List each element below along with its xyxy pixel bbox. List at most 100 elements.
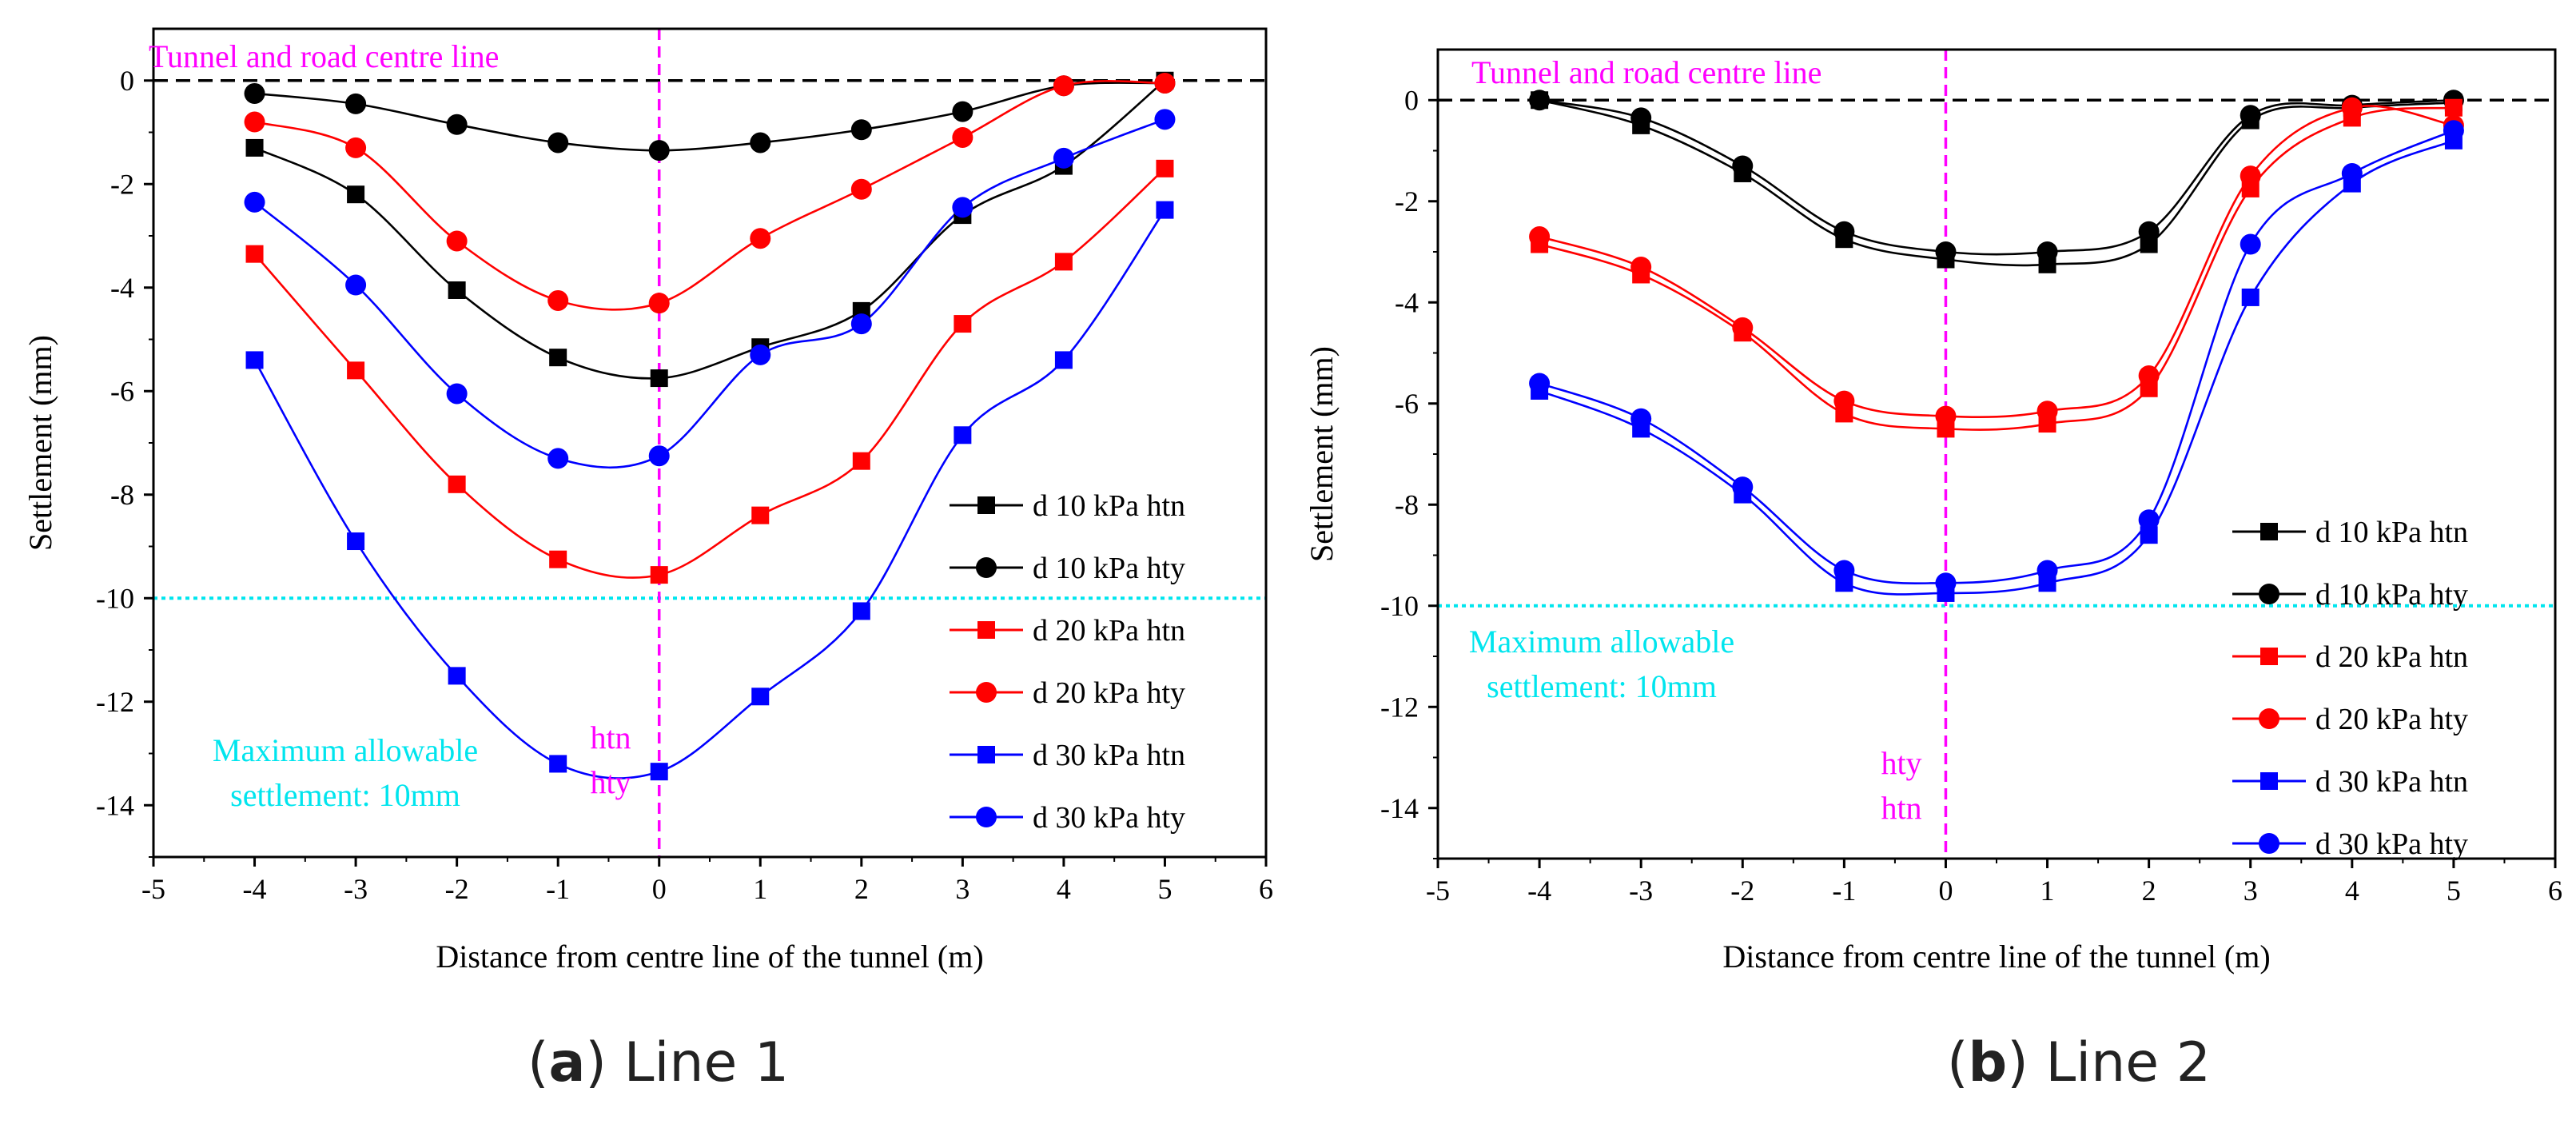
centre-tag-a-0: htn xyxy=(590,719,631,755)
series-curve-a-4 xyxy=(253,209,1166,779)
data-point-a-4-9 xyxy=(1156,201,1174,219)
legend-marker-b-0 xyxy=(2260,523,2278,540)
legend-label-a-5: d 30 kPa hty xyxy=(1033,801,1185,835)
data-point-a-5-4 xyxy=(648,445,670,467)
x-tick-label-a-5: 0 xyxy=(652,873,667,905)
data-point-a-5-9 xyxy=(1154,109,1176,130)
legend-label-b-3: d 20 kPa hty xyxy=(2315,703,2468,736)
x-tick-label-a-11: 6 xyxy=(1259,873,1273,905)
data-point-a-0-3 xyxy=(549,349,567,367)
data-point-b-1-6 xyxy=(2138,221,2160,242)
series-curve-b-0 xyxy=(1539,98,2454,267)
data-point-b-1-0 xyxy=(1529,90,1551,111)
legend-marker-b-3 xyxy=(2259,708,2279,729)
data-point-a-4-8 xyxy=(1054,351,1073,369)
y-tick-label-a-3: -6 xyxy=(110,375,134,407)
data-point-a-4-2 xyxy=(448,667,466,685)
x-axis-title-a: Distance from centre line of the tunnel … xyxy=(436,939,983,975)
data-point-a-3-4 xyxy=(648,293,670,314)
chart-panel-a: -5 -4 -3 -2 -1 0 1 2 3 4 5 60-2-4-6-8-10-12-14Dista… xyxy=(22,27,1273,975)
caption-a: (a) Line 1 xyxy=(528,1031,790,1094)
data-point-a-2-3 xyxy=(549,550,567,568)
data-point-b-5-6 xyxy=(2138,509,2160,531)
data-point-b-4-7 xyxy=(2241,288,2259,306)
data-point-a-3-8 xyxy=(1053,75,1074,97)
data-point-b-5-8 xyxy=(2341,162,2363,184)
x-tick-label-a-10: 5 xyxy=(1157,873,1172,905)
y-tick-label-a-7: -14 xyxy=(96,789,134,821)
legend-marker-b-1 xyxy=(2259,584,2279,604)
data-point-b-1-2 xyxy=(1732,155,1754,177)
caption-b: (b) Line 2 xyxy=(1947,1031,2211,1094)
centre-tag-a-1: hty xyxy=(590,764,631,800)
data-point-a-1-5 xyxy=(750,132,771,153)
data-point-b-2-9 xyxy=(2444,98,2463,117)
data-point-a-2-9 xyxy=(1156,159,1174,177)
x-tick-label-a-0: -5 xyxy=(141,873,165,905)
chart-panel-b: -5 -4 -3 -2 -1 0 1 2 3 4 5 60-2-4-6-8-10-12-14Dista… xyxy=(1304,48,2562,975)
data-point-a-4-0 xyxy=(245,351,264,369)
x-tick-label-b-0: -5 xyxy=(1426,875,1450,907)
x-tick-label-b-1: -4 xyxy=(1527,875,1551,907)
data-point-a-1-6 xyxy=(850,119,872,141)
data-point-a-3-2 xyxy=(446,230,468,252)
data-point-b-3-3 xyxy=(1833,390,1855,412)
data-point-a-2-6 xyxy=(852,452,870,470)
data-point-b-1-4 xyxy=(1935,241,1957,262)
data-point-b-3-8 xyxy=(2341,97,2363,118)
data-point-a-1-7 xyxy=(952,101,973,122)
data-point-a-4-3 xyxy=(549,755,567,773)
y-tick-label-a-6: -12 xyxy=(96,686,134,718)
y-tick-label-a-0: 0 xyxy=(120,65,134,97)
series-curve-a-2 xyxy=(253,167,1166,579)
y-tick-label-b-7: -14 xyxy=(1380,792,1419,824)
data-point-a-3-0 xyxy=(244,111,265,133)
data-point-a-5-1 xyxy=(345,274,367,296)
y-tick-label-b-1: -2 xyxy=(1395,185,1419,217)
x-tick-label-b-7: 2 xyxy=(2142,875,2156,907)
data-point-a-5-7 xyxy=(952,197,973,218)
x-tick-label-a-4: -1 xyxy=(546,873,570,905)
caption-a-letter: a xyxy=(548,1031,586,1094)
caption-a-title: Line 1 xyxy=(623,1031,790,1094)
centre-tag-b-1: htn xyxy=(1881,790,1921,826)
limit-label-a-1: settlement: 10mm xyxy=(230,777,460,813)
centre-line-label-b: Tunnel and road centre line xyxy=(1471,54,1822,90)
series-curve-b-2 xyxy=(1539,106,2455,431)
data-point-a-5-0 xyxy=(244,191,265,213)
data-point-b-3-7 xyxy=(2240,165,2261,187)
y-axis-title-a: Settlement (mm) xyxy=(22,335,58,551)
legend-marker-b-2 xyxy=(2260,648,2278,665)
data-point-a-2-0 xyxy=(245,245,264,263)
data-point-b-5-4 xyxy=(1935,572,1957,594)
data-point-a-4-5 xyxy=(751,688,770,706)
plot-frame-b xyxy=(1436,48,2557,860)
legend-label-a-1: d 10 kPa hty xyxy=(1033,552,1185,585)
y-tick-label-a-5: -10 xyxy=(96,582,134,614)
legend-label-a-0: d 10 kPa htn xyxy=(1033,489,1185,523)
centre-tag-b-0: hty xyxy=(1881,745,1921,781)
data-point-a-2-1 xyxy=(347,361,365,380)
legend-label-b-2: d 20 kPa htn xyxy=(2315,640,2468,674)
series-curve-a-1 xyxy=(254,82,1165,152)
legend-marker-a-1 xyxy=(976,557,997,578)
data-point-a-3-3 xyxy=(547,289,569,311)
data-point-a-1-2 xyxy=(446,114,468,135)
series-curve-b-3 xyxy=(1539,105,2455,419)
data-point-a-1-4 xyxy=(648,140,670,161)
x-tick-label-b-11: 6 xyxy=(2548,875,2562,907)
data-point-b-3-1 xyxy=(1630,256,1652,277)
data-point-b-3-6 xyxy=(2138,365,2160,386)
x-tick-label-b-10: 5 xyxy=(2447,875,2461,907)
legend-label-a-4: d 30 kPa htn xyxy=(1033,739,1185,772)
y-tick-label-b-0: 0 xyxy=(1404,84,1419,116)
data-point-a-0-4 xyxy=(650,369,668,388)
data-point-b-5-1 xyxy=(1630,408,1652,429)
y-tick-label-b-3: -6 xyxy=(1395,388,1419,420)
data-point-b-3-5 xyxy=(2037,401,2058,422)
x-tick-label-b-9: 4 xyxy=(2345,875,2359,907)
data-point-a-5-5 xyxy=(750,344,771,365)
legend-marker-a-3 xyxy=(976,682,997,703)
y-tick-label-b-4: -8 xyxy=(1395,488,1419,520)
